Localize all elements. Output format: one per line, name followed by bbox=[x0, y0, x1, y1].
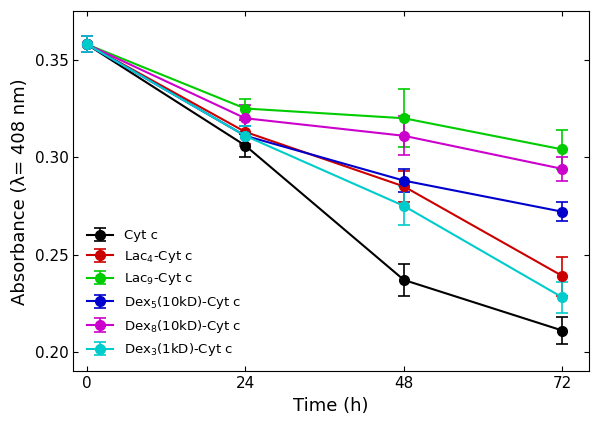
X-axis label: Time (h): Time (h) bbox=[293, 397, 369, 415]
Y-axis label: Absorbance (λ= 408 nm): Absorbance (λ= 408 nm) bbox=[11, 78, 29, 305]
Legend: Cyt c, Lac$_4$-Cyt c, Lac$_9$-Cyt c, Dex$_5$(10kD)-Cyt c, Dex$_8$(10kD)-Cyt c, D: Cyt c, Lac$_4$-Cyt c, Lac$_9$-Cyt c, Dex… bbox=[80, 223, 248, 365]
